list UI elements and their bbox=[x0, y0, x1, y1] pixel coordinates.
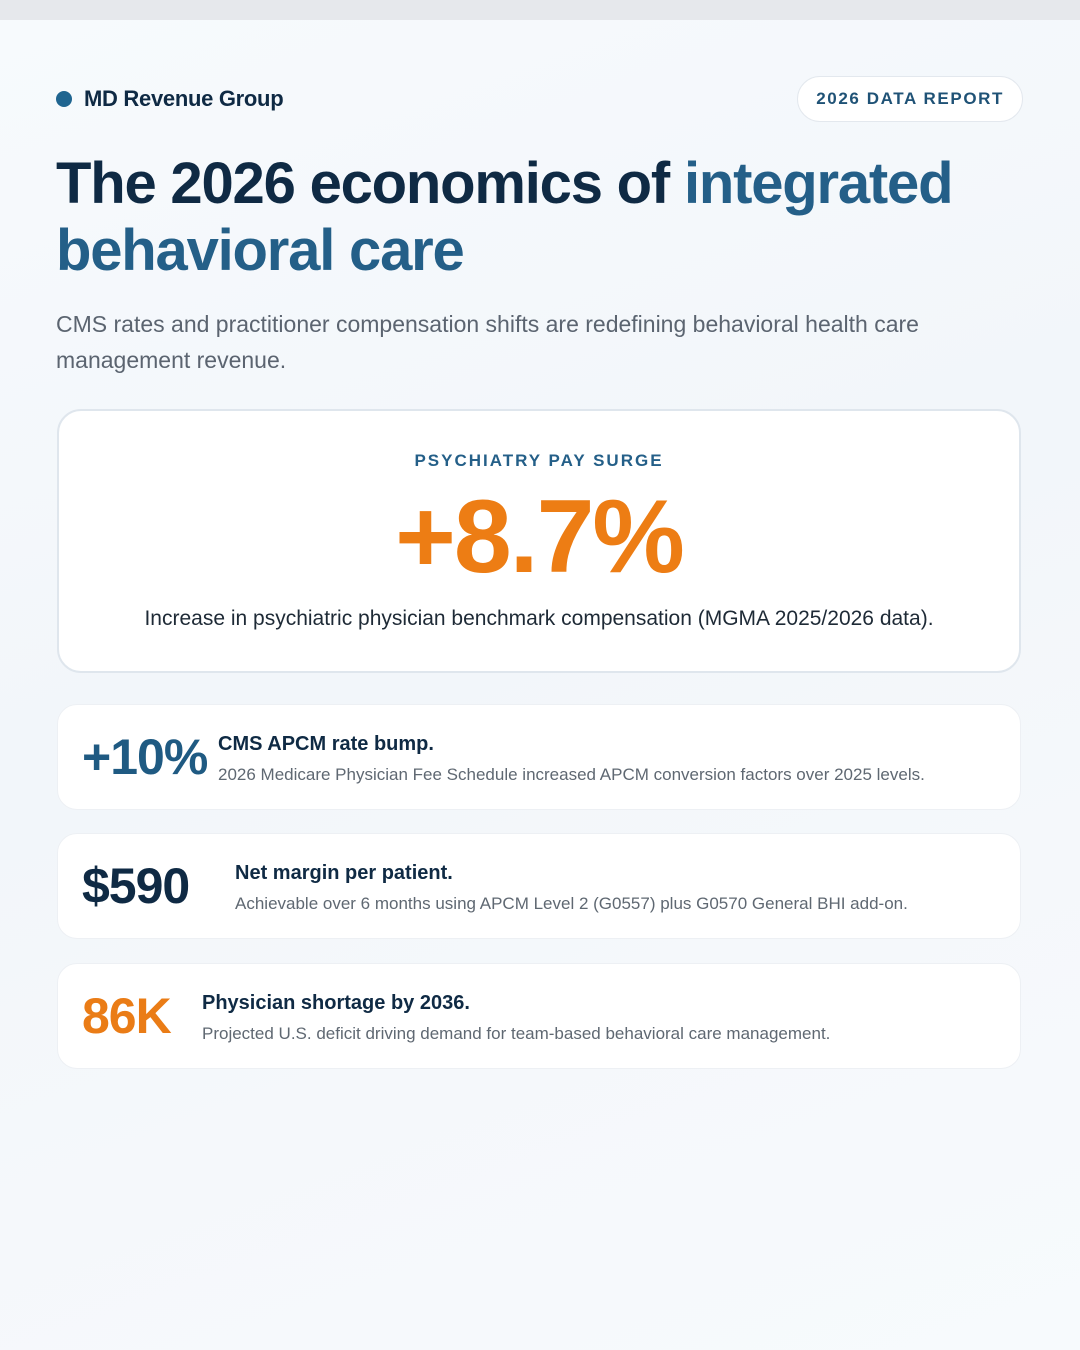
hero-description: Increase in psychiatric physician benchm… bbox=[144, 607, 934, 630]
page-subtitle: CMS rates and practitioner compensation … bbox=[56, 311, 919, 373]
top-strip bbox=[0, 0, 1080, 20]
stat-card-apcm-rate: +10% CMS APCM rate bump. 2026 Medicare P… bbox=[57, 704, 1021, 810]
stat-description: 2026 Medicare Physician Fee Schedule inc… bbox=[218, 765, 925, 784]
stat-text: Physician shortage by 2036. Projected U.… bbox=[202, 990, 830, 1045]
page-title: The 2026 economics of integrated behavio… bbox=[56, 150, 1036, 284]
brand: MD Revenue Group bbox=[56, 86, 284, 112]
hero-card: PSYCHIATRY PAY SURGE +8.7% Increase in p… bbox=[57, 409, 1021, 673]
stat-title: CMS APCM rate bump. bbox=[218, 733, 434, 755]
stat-card-physician-shortage: 86K Physician shortage by 2036. Projecte… bbox=[57, 963, 1021, 1069]
hero-label: PSYCHIATRY PAY SURGE bbox=[414, 451, 664, 470]
stat-value: +10% bbox=[82, 729, 208, 785]
brand-dot-icon bbox=[56, 91, 72, 107]
stat-value: 86K bbox=[82, 988, 172, 1044]
stat-value: $590 bbox=[82, 858, 190, 914]
report-page: MD Revenue Group 2026 DATA REPORT The 20… bbox=[0, 20, 1080, 1350]
report-badge: 2026 DATA REPORT bbox=[797, 76, 1023, 122]
stat-description: Projected U.S. deficit driving demand fo… bbox=[202, 1024, 831, 1043]
hero-value: +8.7% bbox=[395, 479, 685, 595]
stat-text: Net margin per patient. Achievable over … bbox=[235, 860, 908, 915]
stat-card-net-margin: $590 Net margin per patient. Achievable … bbox=[57, 833, 1021, 939]
stat-title: Physician shortage by 2036. bbox=[202, 992, 470, 1014]
stat-text: CMS APCM rate bump. 2026 Medicare Physic… bbox=[218, 731, 925, 786]
brand-name: MD Revenue Group bbox=[84, 86, 284, 111]
stat-title: Net margin per patient. bbox=[235, 862, 453, 884]
title-accent: integrated behavioral care bbox=[56, 151, 954, 283]
stat-description: Achievable over 6 months using APCM Leve… bbox=[235, 894, 908, 913]
title-main: The 2026 economics of bbox=[56, 151, 684, 216]
